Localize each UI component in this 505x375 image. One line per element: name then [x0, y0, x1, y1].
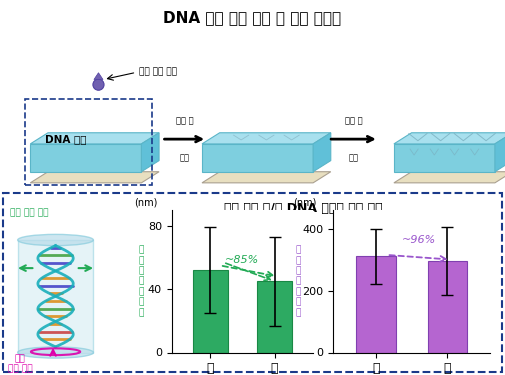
Text: DNA 박막 균열 형성 및 제어 모식도: DNA 박막 균열 형성 및 제어 모식도 [164, 10, 341, 25]
Text: 건조: 건조 [179, 153, 189, 162]
Text: ~96%: ~96% [401, 234, 436, 244]
Text: 유기 용매 도포: 유기 용매 도포 [139, 67, 177, 76]
Polygon shape [30, 172, 159, 183]
Text: ~85%: ~85% [225, 255, 260, 265]
Polygon shape [94, 73, 103, 80]
Bar [192, 270, 228, 352]
Text: 장
축
부
피
변
화
율: 장 축 부 피 변 화 율 [295, 246, 300, 317]
Y-axis label: (nm): (nm) [293, 197, 317, 207]
Polygon shape [394, 144, 495, 172]
Polygon shape [495, 133, 505, 172]
Text: 단축 부피 변화: 단축 부피 변화 [10, 209, 48, 218]
Text: 단
축
부
피
변
화
율: 단 축 부 피 변 화 율 [139, 246, 144, 317]
Polygon shape [394, 133, 505, 144]
Ellipse shape [18, 347, 93, 358]
Text: 탈수 반응 전/후 DNA 다발의 부피 변화: 탈수 반응 전/후 DNA 다발의 부피 변화 [224, 202, 382, 216]
Polygon shape [202, 172, 331, 183]
Text: 장축
부피 변화: 장축 부피 변화 [8, 354, 32, 374]
Bar [257, 281, 292, 352]
Polygon shape [202, 133, 331, 144]
Polygon shape [30, 144, 141, 172]
Text: 도포 후: 도포 후 [176, 116, 193, 125]
Polygon shape [394, 172, 505, 183]
Polygon shape [202, 144, 313, 172]
Polygon shape [313, 133, 331, 172]
Polygon shape [141, 133, 159, 172]
Text: 건조: 건조 [348, 153, 359, 162]
Bar [428, 261, 467, 352]
Ellipse shape [93, 79, 104, 90]
Y-axis label: (nm): (nm) [134, 197, 158, 207]
Bar [357, 256, 395, 352]
Ellipse shape [18, 234, 93, 246]
Polygon shape [30, 133, 159, 144]
FancyBboxPatch shape [18, 240, 93, 352]
Text: 도포 후: 도포 후 [345, 116, 362, 125]
Text: DNA 박막: DNA 박막 [45, 134, 86, 144]
